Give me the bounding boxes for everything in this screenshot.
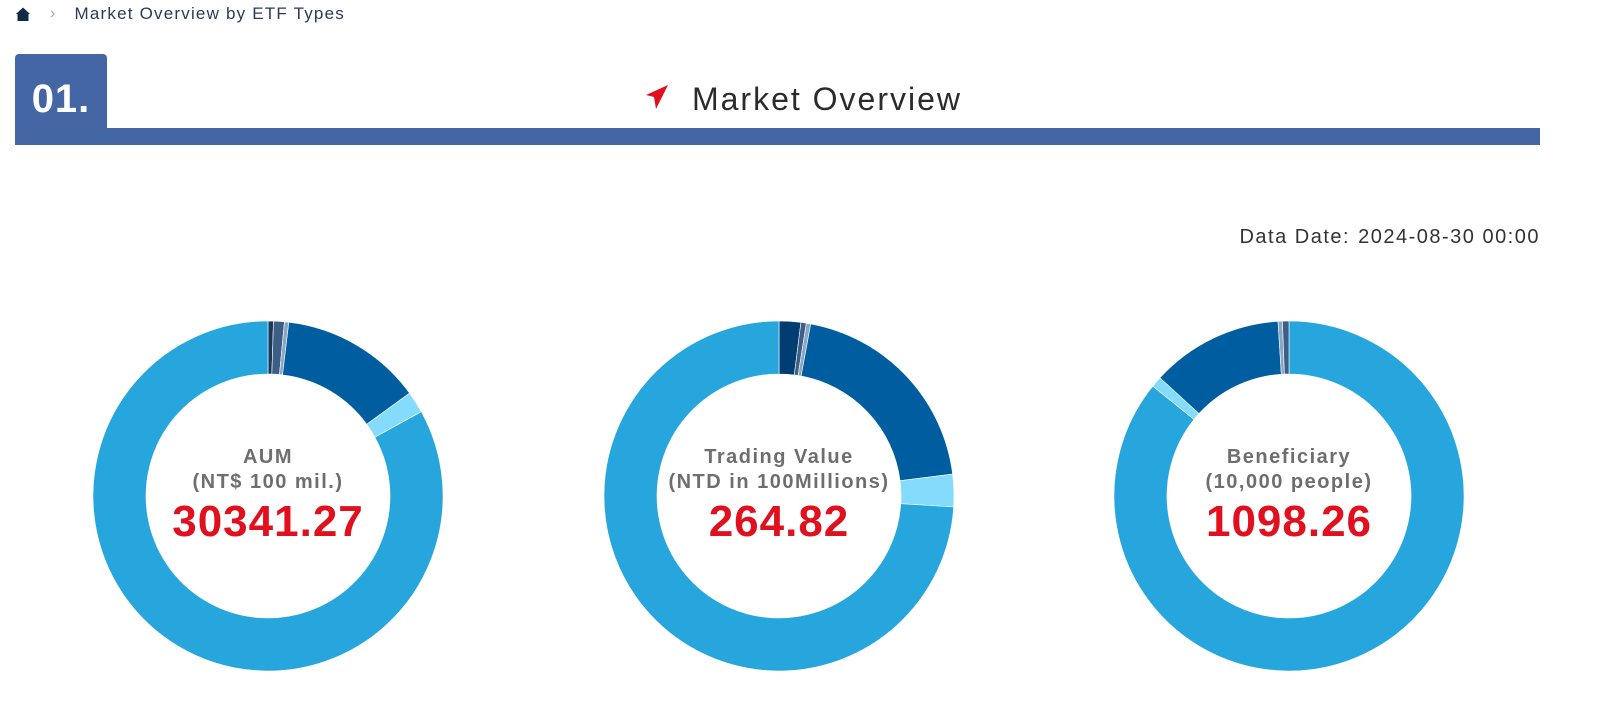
trading-value-center: Trading Value (NTD in 100Millions) 264.8… <box>599 316 959 676</box>
trading-value-donut-chart[interactable]: Trading Value (NTD in 100Millions) 264.8… <box>599 316 959 676</box>
trading-value-label: Trading Value <box>704 446 854 468</box>
data-date-label: Data Date: <box>1239 226 1351 248</box>
aum-donut-svg <box>92 320 444 672</box>
aum-unit: (NT$ 100 mil.) <box>192 471 344 493</box>
trading-value-value: 264.82 <box>708 497 850 546</box>
breadcrumb: › Market Overview by ETF Types <box>14 2 345 26</box>
beneficiary-unit: (10,000 people) <box>1205 471 1373 493</box>
breadcrumb-current[interactable]: Market Overview by ETF Types <box>74 4 345 23</box>
arrow-pointer-icon <box>642 83 670 116</box>
data-date: Data Date: 2024-08-30 00:00 <box>1239 226 1540 249</box>
aum-value: 30341.27 <box>172 497 364 546</box>
beneficiary-center: Beneficiary (10,000 people) 1098.26 <box>1109 316 1469 676</box>
aum-donut-chart[interactable]: AUM (NT$ 100 mil.) 30341.27 <box>88 316 448 676</box>
trading-value-unit: (NTD in 100Millions) <box>668 471 890 493</box>
donut-segment[interactable] <box>1282 320 1290 375</box>
home-icon[interactable] <box>14 5 32 23</box>
chevron-right-icon: › <box>50 5 57 22</box>
trading-value-donut-svg <box>603 320 955 672</box>
data-date-value: 2024-08-30 00:00 <box>1358 226 1540 248</box>
section-title: Market Overview <box>691 80 963 117</box>
section-divider-bar <box>15 128 1540 145</box>
aum-label: AUM <box>242 446 294 468</box>
donut-segment[interactable] <box>1113 320 1465 672</box>
beneficiary-donut-chart[interactable]: Beneficiary (10,000 people) 1098.26 <box>1109 316 1469 676</box>
section-number-badge: 01. <box>15 54 107 145</box>
donut-segment[interactable] <box>92 320 444 672</box>
donut-segment[interactable] <box>603 320 954 672</box>
beneficiary-label: Beneficiary <box>1226 446 1352 468</box>
aum-center: AUM (NT$ 100 mil.) 30341.27 <box>88 316 448 676</box>
beneficiary-donut-svg <box>1113 320 1465 672</box>
section-header: Market Overview <box>0 76 1604 122</box>
beneficiary-value: 1098.26 <box>1205 497 1373 546</box>
